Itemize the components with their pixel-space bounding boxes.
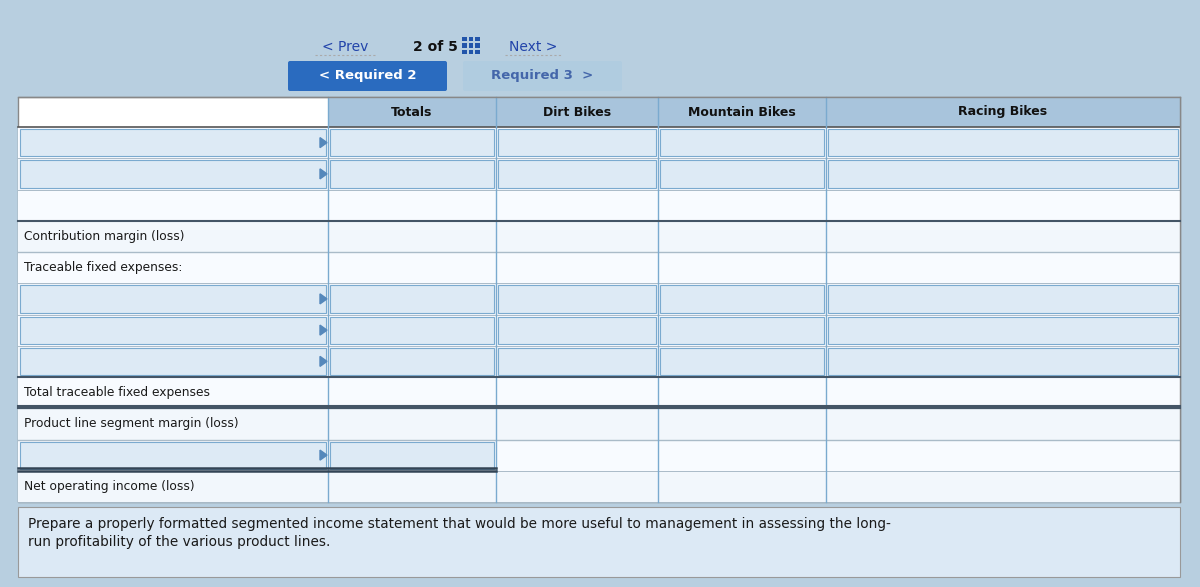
Bar (330, 441, 494, 469)
Bar (18, 158, 1180, 190)
Bar (660, 160, 824, 187)
Text: Prepare a properly formatted segmented income statement that would be more usefu: Prepare a properly formatted segmented i… (28, 517, 890, 531)
Bar (462, 43, 467, 48)
Text: 2 of 5: 2 of 5 (413, 40, 457, 54)
Polygon shape (320, 450, 326, 460)
Bar (462, 49, 467, 54)
Bar (660, 129, 824, 156)
Bar (330, 316, 494, 344)
Bar (330, 129, 494, 156)
Bar (658, 97, 826, 127)
Text: Product line segment margin (loss): Product line segment margin (loss) (24, 417, 239, 430)
Bar (18, 284, 1180, 315)
Polygon shape (320, 356, 326, 366)
Bar (18, 377, 1180, 408)
Bar (18, 127, 1180, 158)
Bar (475, 49, 480, 54)
Bar (498, 348, 656, 375)
Text: Total traceable fixed expenses: Total traceable fixed expenses (24, 386, 210, 399)
FancyBboxPatch shape (463, 61, 622, 91)
Bar (498, 316, 656, 344)
Text: Required 3  >: Required 3 > (491, 69, 594, 83)
Bar (20, 285, 326, 312)
Bar (462, 36, 467, 41)
Bar (498, 129, 656, 156)
Text: run profitability of the various product lines.: run profitability of the various product… (28, 535, 330, 549)
Bar (18, 471, 1180, 502)
Bar (660, 285, 824, 312)
Bar (828, 348, 1178, 375)
Bar (828, 316, 1178, 344)
Polygon shape (320, 137, 326, 147)
Bar (18, 97, 1180, 502)
Bar (828, 160, 1178, 187)
Bar (328, 97, 496, 127)
Bar (18, 507, 1180, 577)
Text: Contribution margin (loss): Contribution margin (loss) (24, 230, 185, 243)
Bar (498, 160, 656, 187)
Bar (498, 285, 656, 312)
Bar (18, 315, 1180, 346)
Bar (496, 97, 658, 127)
Text: < Prev: < Prev (322, 40, 368, 54)
Bar (475, 36, 480, 41)
Bar (828, 285, 1178, 312)
Bar (20, 441, 326, 469)
Text: Dirt Bikes: Dirt Bikes (542, 106, 611, 119)
Polygon shape (320, 325, 326, 335)
Bar (20, 129, 326, 156)
Bar (468, 43, 473, 48)
Text: < Required 2: < Required 2 (319, 69, 416, 83)
Text: Net operating income (loss): Net operating income (loss) (24, 480, 194, 493)
Bar (18, 346, 1180, 377)
Bar (330, 285, 494, 312)
Bar (18, 190, 1180, 221)
Bar (660, 348, 824, 375)
Bar (18, 440, 1180, 471)
Bar (18, 221, 1180, 252)
Bar (330, 348, 494, 375)
Text: Traceable fixed expenses:: Traceable fixed expenses: (24, 261, 182, 274)
Bar (475, 43, 480, 48)
Bar (20, 160, 326, 187)
Bar (20, 316, 326, 344)
Text: Mountain Bikes: Mountain Bikes (688, 106, 796, 119)
Polygon shape (320, 169, 326, 179)
Bar (468, 36, 473, 41)
Bar (18, 408, 1180, 440)
Bar (660, 316, 824, 344)
Text: Racing Bikes: Racing Bikes (959, 106, 1048, 119)
Bar (828, 129, 1178, 156)
Bar (18, 252, 1180, 284)
Bar (330, 160, 494, 187)
Bar (20, 348, 326, 375)
Text: Totals: Totals (391, 106, 433, 119)
Bar (468, 49, 473, 54)
Bar (826, 97, 1180, 127)
Polygon shape (320, 294, 326, 304)
Text: Next >: Next > (509, 40, 557, 54)
FancyBboxPatch shape (288, 61, 446, 91)
